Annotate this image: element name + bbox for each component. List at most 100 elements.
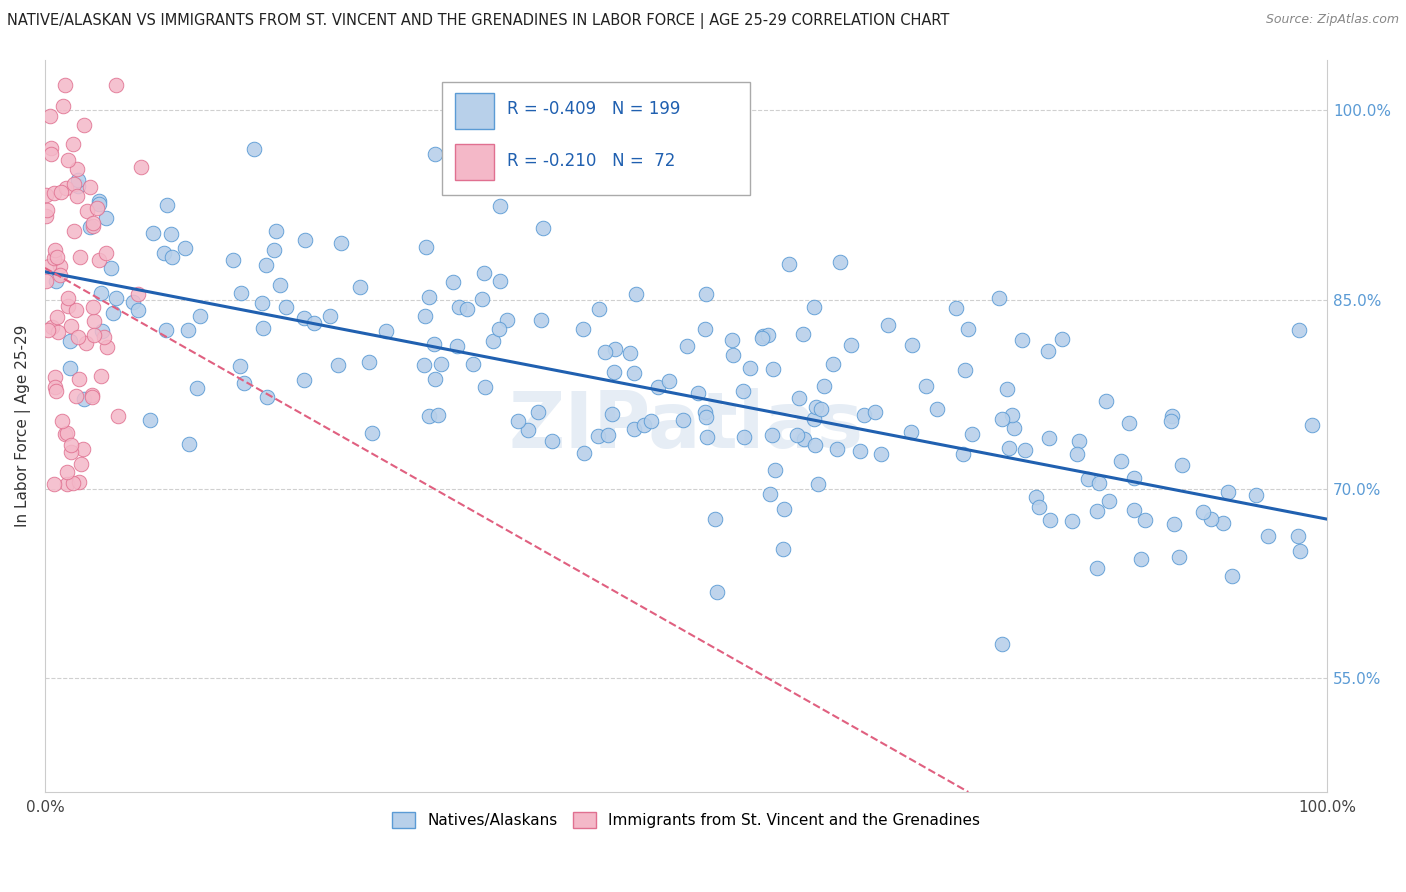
Point (66, 161, 89, 176)
Point (1301, 418, 1323, 433)
Point (361, 425, 384, 440)
Point (852, 408, 875, 422)
Point (42, 251, 65, 265)
Point (52, 98, 75, 112)
FancyBboxPatch shape (443, 81, 751, 195)
Point (456, 302, 478, 317)
Text: R = -0.210   N =  72: R = -0.210 N = 72 (506, 152, 675, 169)
Point (1014, 442, 1036, 457)
Point (58, 299, 80, 313)
Point (586, 429, 609, 443)
Point (86, 202, 108, 216)
Point (900, 338, 922, 352)
Point (925, 401, 948, 416)
Point (1039, 513, 1062, 527)
Point (39, 147, 62, 161)
Point (129, 160, 152, 174)
Point (91, 324, 114, 338)
Point (990, 412, 1012, 426)
Point (173, 241, 195, 255)
Point (804, 400, 827, 414)
Point (763, 463, 786, 477)
Point (527, 404, 550, 418)
Point (252, 320, 274, 334)
Point (1168, 549, 1191, 564)
Point (733, 430, 755, 444)
Point (153, 246, 176, 260)
Point (446, 339, 468, 353)
Point (155, 323, 177, 337)
Point (430, 357, 453, 371)
Point (160, 250, 183, 264)
Point (1067, 434, 1090, 449)
Point (756, 328, 779, 343)
Point (256, 390, 278, 404)
Point (62, 224, 84, 238)
Point (593, 344, 616, 359)
Point (357, 355, 380, 369)
Point (302, 316, 325, 330)
Point (1192, 505, 1215, 519)
Point (90, 369, 112, 384)
Point (59, 334, 82, 348)
FancyBboxPatch shape (456, 93, 494, 129)
Point (723, 348, 745, 362)
Point (35, 274, 58, 288)
Point (733, 384, 755, 398)
Point (228, 359, 250, 373)
Point (988, 291, 1011, 305)
Point (474, 380, 496, 394)
Point (65, 389, 87, 403)
Point (762, 361, 785, 376)
Point (179, 436, 201, 450)
Point (53, 78, 76, 92)
Text: Source: ZipAtlas.com: Source: ZipAtlas.com (1265, 13, 1399, 27)
Point (531, 221, 554, 235)
Point (94, 246, 117, 260)
Point (423, 372, 446, 386)
Point (122, 294, 145, 309)
Point (156, 198, 179, 212)
Point (807, 477, 830, 491)
Point (1118, 416, 1140, 430)
Point (647, 380, 669, 394)
Point (738, 361, 761, 376)
Point (778, 257, 800, 271)
Text: ZIPatlas: ZIPatlas (509, 388, 863, 464)
Point (482, 334, 505, 348)
Point (66, 188, 89, 202)
Point (1160, 414, 1182, 428)
Point (441, 275, 464, 289)
Point (751, 331, 773, 345)
Point (412, 358, 434, 372)
Point (787, 391, 810, 405)
Point (1123, 471, 1146, 485)
Point (803, 411, 825, 425)
Point (67, 330, 90, 344)
Point (75, 335, 97, 350)
Point (254, 258, 277, 272)
Point (1077, 472, 1099, 486)
Point (62, 475, 84, 490)
Point (803, 437, 825, 451)
Point (1088, 476, 1111, 491)
Point (138, 413, 160, 427)
Point (46, 250, 69, 264)
Point (962, 426, 984, 441)
Point (69, 250, 91, 264)
Point (44, 186, 66, 200)
Point (328, 358, 350, 372)
Point (471, 292, 494, 306)
Point (695, 410, 717, 425)
Point (222, 252, 245, 267)
Point (276, 300, 298, 314)
Point (1038, 431, 1060, 445)
Point (693, 405, 716, 419)
Point (374, 324, 396, 338)
Point (425, 146, 447, 161)
Point (1133, 513, 1156, 527)
Point (1160, 409, 1182, 424)
Point (1109, 454, 1132, 468)
Point (49, 268, 72, 283)
Point (55, 181, 77, 195)
